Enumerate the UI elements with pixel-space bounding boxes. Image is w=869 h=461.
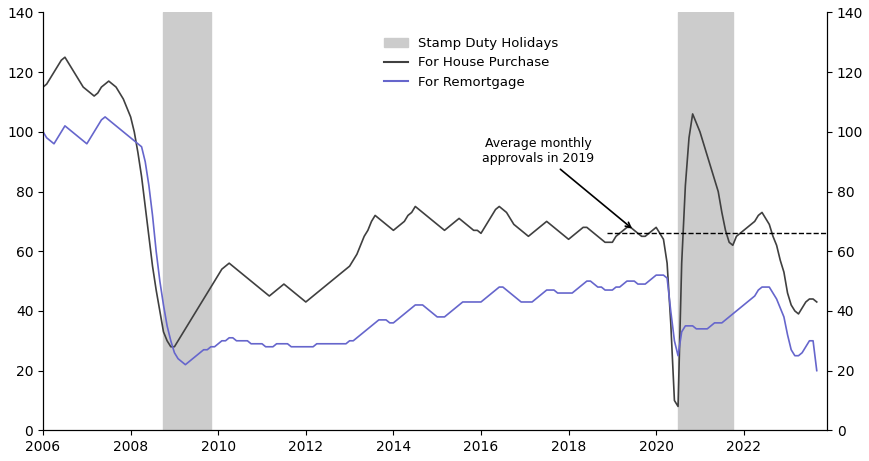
Bar <box>163 12 210 430</box>
Legend: Stamp Duty Holidays, For House Purchase, For Remortgage: Stamp Duty Holidays, For House Purchase,… <box>378 31 563 95</box>
Bar <box>677 12 732 430</box>
Text: Average monthly
approvals in 2019: Average monthly approvals in 2019 <box>481 137 630 227</box>
